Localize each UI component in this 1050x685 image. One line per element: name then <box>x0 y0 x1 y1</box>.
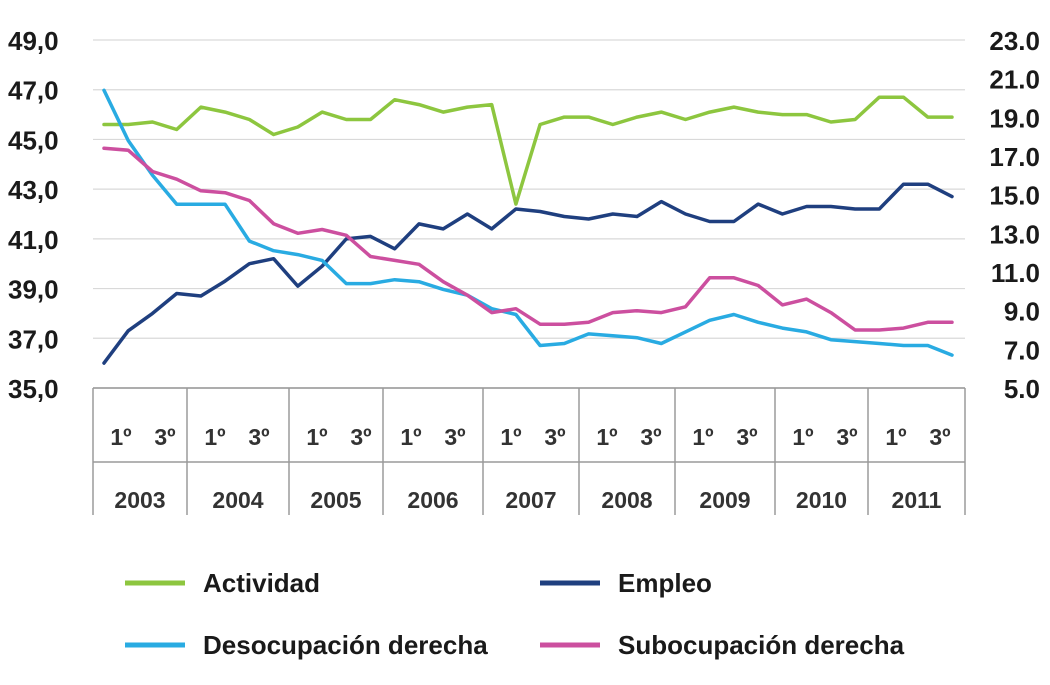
right-axis: 5.0 7.0 9.0 11.0 13.0 15.0 17.0 19.0 21.0 23.0 <box>989 26 1040 404</box>
left-tick-label: 47,0 <box>8 76 59 106</box>
legend-label: Subocupación derecha <box>618 630 905 660</box>
quarter-label: 1º <box>306 424 327 450</box>
quarter-label: 1º <box>596 424 617 450</box>
quarter-label: 1º <box>792 424 813 450</box>
quarter-label: 1º <box>500 424 521 450</box>
quarter-label: 3º <box>248 424 269 450</box>
x-axis: 1º 3º 2003 1º 3º 2004 1º 3º 2005 1º 3º 2006 1º 3º 2007… <box>92 387 966 515</box>
right-tick-label: 13.0 <box>989 219 1040 249</box>
year-label: 2008 <box>601 487 652 513</box>
quarter-label: 3º <box>544 424 565 450</box>
gridlines <box>93 39 965 389</box>
left-tick-label: 41,0 <box>8 225 59 255</box>
quarter-label: 1º <box>692 424 713 450</box>
legend-label: Empleo <box>618 568 712 598</box>
quarter-label: 1º <box>400 424 421 450</box>
right-tick-label: 19.0 <box>989 103 1040 133</box>
right-tick-label: 17.0 <box>989 142 1040 172</box>
left-tick-label: 37,0 <box>8 324 59 354</box>
left-tick-label: 35,0 <box>8 374 59 404</box>
quarter-label: 1º <box>110 424 131 450</box>
right-tick-label: 5.0 <box>1004 374 1040 404</box>
quarter-label: 3º <box>640 424 661 450</box>
year-label: 2010 <box>796 487 847 513</box>
quarter-label: 3º <box>444 424 465 450</box>
year-label: 2006 <box>407 487 458 513</box>
year-label: 2004 <box>212 487 263 513</box>
left-tick-label: 45,0 <box>8 125 59 155</box>
series-line-desocupacion-derecha <box>102 88 954 357</box>
quarter-label: 3º <box>736 424 757 450</box>
series-line-actividad <box>102 95 954 206</box>
series-lines <box>102 88 954 365</box>
right-tick-label: 21.0 <box>989 65 1040 95</box>
year-label: 2007 <box>505 487 556 513</box>
right-tick-label: 9.0 <box>1004 297 1040 327</box>
left-tick-label: 39,0 <box>8 275 59 305</box>
left-axis: 35,0 37,0 39,0 41,0 43,0 45,0 47,0 49,0 <box>8 26 59 404</box>
quarter-label: 1º <box>204 424 225 450</box>
quarter-label: 3º <box>929 424 950 450</box>
legend-label: Desocupación derecha <box>203 630 488 660</box>
series-line-subocupacion-derecha <box>102 146 954 332</box>
legend-label: Actividad <box>203 568 320 598</box>
year-label: 2009 <box>699 487 750 513</box>
quarter-label: 3º <box>154 424 175 450</box>
year-label: 2005 <box>310 487 361 513</box>
quarter-label: 1º <box>885 424 906 450</box>
right-tick-label: 23.0 <box>989 26 1040 56</box>
legend: Actividad Empleo Desocupación derecha Suboc… <box>125 568 905 660</box>
right-tick-label: 15.0 <box>989 181 1040 211</box>
quarter-label: 3º <box>836 424 857 450</box>
year-label: 2003 <box>114 487 165 513</box>
right-tick-label: 7.0 <box>1004 335 1040 365</box>
quarter-label: 3º <box>350 424 371 450</box>
left-tick-label: 49,0 <box>8 26 59 56</box>
right-tick-label: 11.0 <box>991 258 1040 288</box>
left-tick-label: 43,0 <box>8 175 59 205</box>
year-label: 2011 <box>892 487 942 513</box>
series-line-empleo <box>102 182 954 365</box>
